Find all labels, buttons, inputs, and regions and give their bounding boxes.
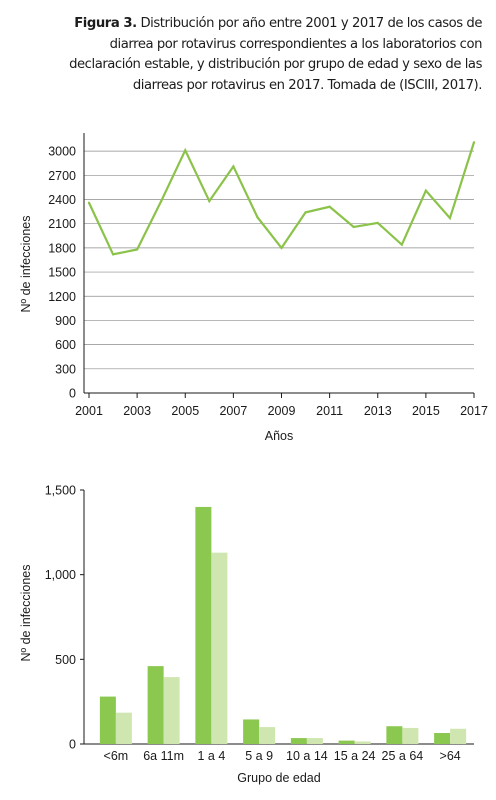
y-tick-label: 300 <box>55 362 76 376</box>
x-tick-label: 2017 <box>460 404 488 418</box>
data-point <box>87 201 91 204</box>
data-point <box>232 165 235 168</box>
line-chart-infections-by-year: 0 300 600 900 1200 1500 1800 2100 2400 2700 3000 20… <box>19 133 488 443</box>
x-tick-label: 25 a 64 <box>382 749 424 763</box>
data-point <box>208 200 211 203</box>
bar <box>163 677 180 744</box>
y-axis-title: Nº de infecciones <box>19 216 33 313</box>
x-tick-label: 10 a 14 <box>286 749 328 763</box>
data-point <box>328 205 331 208</box>
x-tick-label: 2013 <box>364 404 392 418</box>
data-point <box>352 225 355 229</box>
x-tick-label: 1 a 4 <box>197 749 225 763</box>
y-tick-label: 1,500 <box>45 484 76 498</box>
y-tick-label: 1800 <box>48 241 76 255</box>
y-tick-label: 600 <box>55 338 76 352</box>
x-tick-label: 2005 <box>171 404 199 418</box>
x-tick-label: 2009 <box>268 404 296 418</box>
y-tick-label: 0 <box>69 387 76 401</box>
bar <box>290 738 307 744</box>
bar <box>211 552 228 744</box>
x-tick-label: 6a 11m <box>143 749 184 763</box>
x-tick-label: 2007 <box>219 404 247 418</box>
x-axis-title: Años <box>265 429 294 443</box>
bar <box>195 506 212 744</box>
y-tick-label: 0 <box>69 738 76 752</box>
x-tick-label: 15 a 24 <box>334 749 376 763</box>
bar <box>115 712 132 744</box>
x-tick-label: 2015 <box>412 404 440 418</box>
bar <box>434 732 451 744</box>
x-axis-title: Grupo de edad <box>237 771 320 785</box>
bar <box>338 740 355 744</box>
x-tick-label: 2001 <box>75 404 103 418</box>
x-tick-label: <6m <box>104 749 129 763</box>
caption-text: Distribución por año entre 2001 y 2017 d… <box>69 16 482 93</box>
figure-caption: Figura 3. Distribución por año entre 200… <box>52 14 482 96</box>
x-tick-label: 5 a 9 <box>245 749 273 763</box>
bar <box>450 728 467 744</box>
y-tick-label: 1,000 <box>45 568 76 582</box>
data-point <box>424 189 427 192</box>
bar <box>259 727 276 744</box>
data-point <box>256 216 259 219</box>
data-point <box>280 246 283 249</box>
bar <box>99 696 116 744</box>
y-tick-label: 900 <box>55 314 76 328</box>
data-point <box>184 149 187 152</box>
y-tick-label: 2100 <box>48 217 76 231</box>
y-tick-label: 1200 <box>48 290 76 304</box>
bar <box>354 741 371 744</box>
data-point <box>111 253 115 256</box>
bar <box>147 666 164 744</box>
data-point <box>472 141 476 144</box>
bar <box>386 726 403 744</box>
data-point <box>304 211 307 214</box>
data-point <box>136 248 139 251</box>
data-point <box>448 216 452 220</box>
x-tick-label: >64 <box>440 749 461 763</box>
caption-label: Figura 3. <box>74 16 137 31</box>
bar <box>306 738 323 744</box>
bar <box>243 719 260 744</box>
data-point <box>160 200 163 203</box>
y-tick-label: 500 <box>55 653 76 667</box>
y-axis-title: Nº de infecciones <box>19 565 33 662</box>
y-tick-label: 3000 <box>48 145 76 159</box>
y-tick-label: 1500 <box>48 266 76 280</box>
y-tick-label: 2400 <box>48 193 76 207</box>
bar <box>402 727 419 744</box>
x-tick-label: 2003 <box>123 404 151 418</box>
data-point <box>400 243 403 246</box>
x-tick-label: 2011 <box>316 404 343 418</box>
data-point <box>376 221 379 224</box>
y-tick-label: 2700 <box>48 169 76 183</box>
